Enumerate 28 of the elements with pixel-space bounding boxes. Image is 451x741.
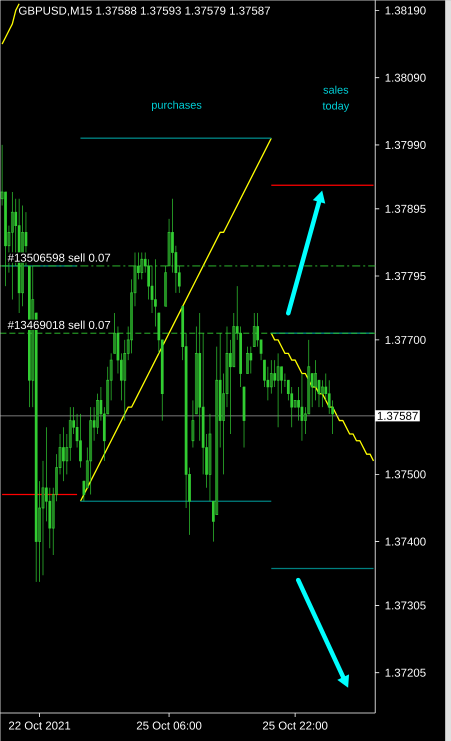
y-tick-label: 1.37400 [386, 538, 426, 546]
x-tick-label: 25 Oct 22:00 [262, 722, 328, 730]
candlestick [300, 373, 304, 442]
x-tick-label: 25 Oct 06:00 [136, 722, 202, 730]
y-tick-label: 1.37795 [386, 272, 426, 280]
y-tick-label: 1.38090 [386, 74, 426, 82]
candlestick [276, 352, 280, 428]
ref-line-label: 1.37587 [378, 412, 418, 420]
y-tick-label: 1.37500 [386, 470, 426, 478]
annotation: sales today [322, 86, 350, 112]
ref-line-label: #13469018 sell 0.07 [8, 320, 110, 329]
candlestick [208, 413, 212, 502]
candlestick [79, 413, 82, 468]
y-tick-label: 1.37700 [386, 336, 426, 344]
annotation: purchases [152, 100, 202, 111]
candlestick [62, 426, 65, 482]
y-tick-label: 1.37990 [386, 140, 426, 149]
x-tick-label: 22 Oct 2021 [8, 722, 70, 730]
candlestick [242, 386, 246, 448]
y-tick-label: 1.37305 [386, 601, 426, 610]
candlestick [246, 346, 249, 374]
line-series [1, 3, 20, 45]
chart-title: GBPUSD,M15 1.37588 1.37593 1.37579 1.37587 [18, 6, 270, 16]
y-tick-label: 1.37895 [386, 204, 426, 213]
y-tick-label: 1.38190 [386, 6, 426, 15]
y-tick-label: 1.37205 [386, 668, 426, 677]
candlestick [249, 346, 252, 374]
ref-line-label: #13506598 sell 0.07 [8, 253, 110, 262]
